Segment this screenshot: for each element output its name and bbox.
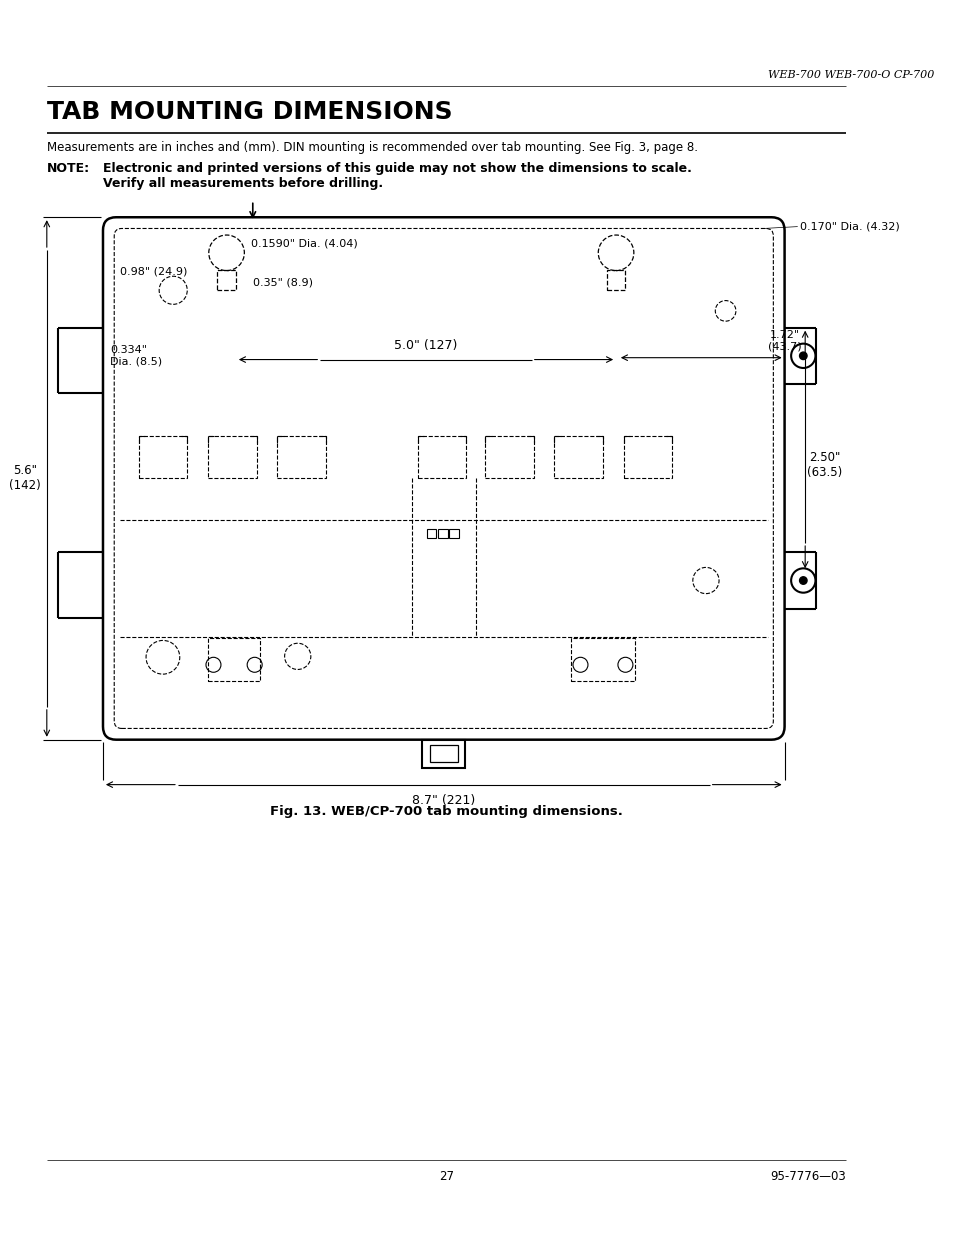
Text: 8.7" (221): 8.7" (221) xyxy=(412,794,475,806)
Text: TAB MOUNTING DIMENSIONS: TAB MOUNTING DIMENSIONS xyxy=(47,100,452,125)
Text: 27: 27 xyxy=(438,1171,454,1183)
Bar xyxy=(217,269,235,290)
Bar xyxy=(208,637,260,680)
Text: 2.50"
(63.5): 2.50" (63.5) xyxy=(806,451,841,479)
Text: 0.35" (8.9): 0.35" (8.9) xyxy=(253,278,313,288)
Text: 5.6"
(142): 5.6" (142) xyxy=(10,464,41,493)
Bar xyxy=(429,745,457,762)
Text: 95-7776—03: 95-7776—03 xyxy=(770,1171,845,1183)
Text: 5.0" (127): 5.0" (127) xyxy=(394,340,457,352)
Bar xyxy=(449,529,458,538)
Bar xyxy=(427,529,436,538)
Bar xyxy=(422,740,465,768)
Text: 1.72"
(43.7): 1.72" (43.7) xyxy=(767,330,801,352)
Text: NOTE:: NOTE: xyxy=(47,162,90,175)
Text: 0.170" Dia. (4.32): 0.170" Dia. (4.32) xyxy=(799,221,899,232)
Bar xyxy=(437,529,447,538)
Bar xyxy=(138,436,187,478)
Text: WEB-700 WEB-700-O CP-700: WEB-700 WEB-700-O CP-700 xyxy=(767,70,933,80)
Bar xyxy=(571,637,634,680)
Bar xyxy=(484,436,533,478)
Text: 0.1590" Dia. (4.04): 0.1590" Dia. (4.04) xyxy=(251,238,357,248)
Bar xyxy=(554,436,602,478)
Text: 0.334"
Dia. (8.5): 0.334" Dia. (8.5) xyxy=(111,345,162,367)
Text: Measurements are in inches and (mm). DIN mounting is recommended over tab mounti: Measurements are in inches and (mm). DIN… xyxy=(47,142,697,154)
Circle shape xyxy=(799,352,806,359)
Text: Electronic and printed versions of this guide may not show the dimensions to sca: Electronic and printed versions of this … xyxy=(103,162,691,175)
Bar xyxy=(417,436,466,478)
Bar xyxy=(276,436,326,478)
Text: 0.98" (24.9): 0.98" (24.9) xyxy=(120,267,187,277)
Bar xyxy=(606,269,625,290)
Text: Verify all measurements before drilling.: Verify all measurements before drilling. xyxy=(103,177,383,190)
Circle shape xyxy=(799,577,806,584)
Bar xyxy=(623,436,672,478)
Text: Fig. 13. WEB/CP-700 tab mounting dimensions.: Fig. 13. WEB/CP-700 tab mounting dimensi… xyxy=(270,805,622,819)
Bar xyxy=(208,436,256,478)
